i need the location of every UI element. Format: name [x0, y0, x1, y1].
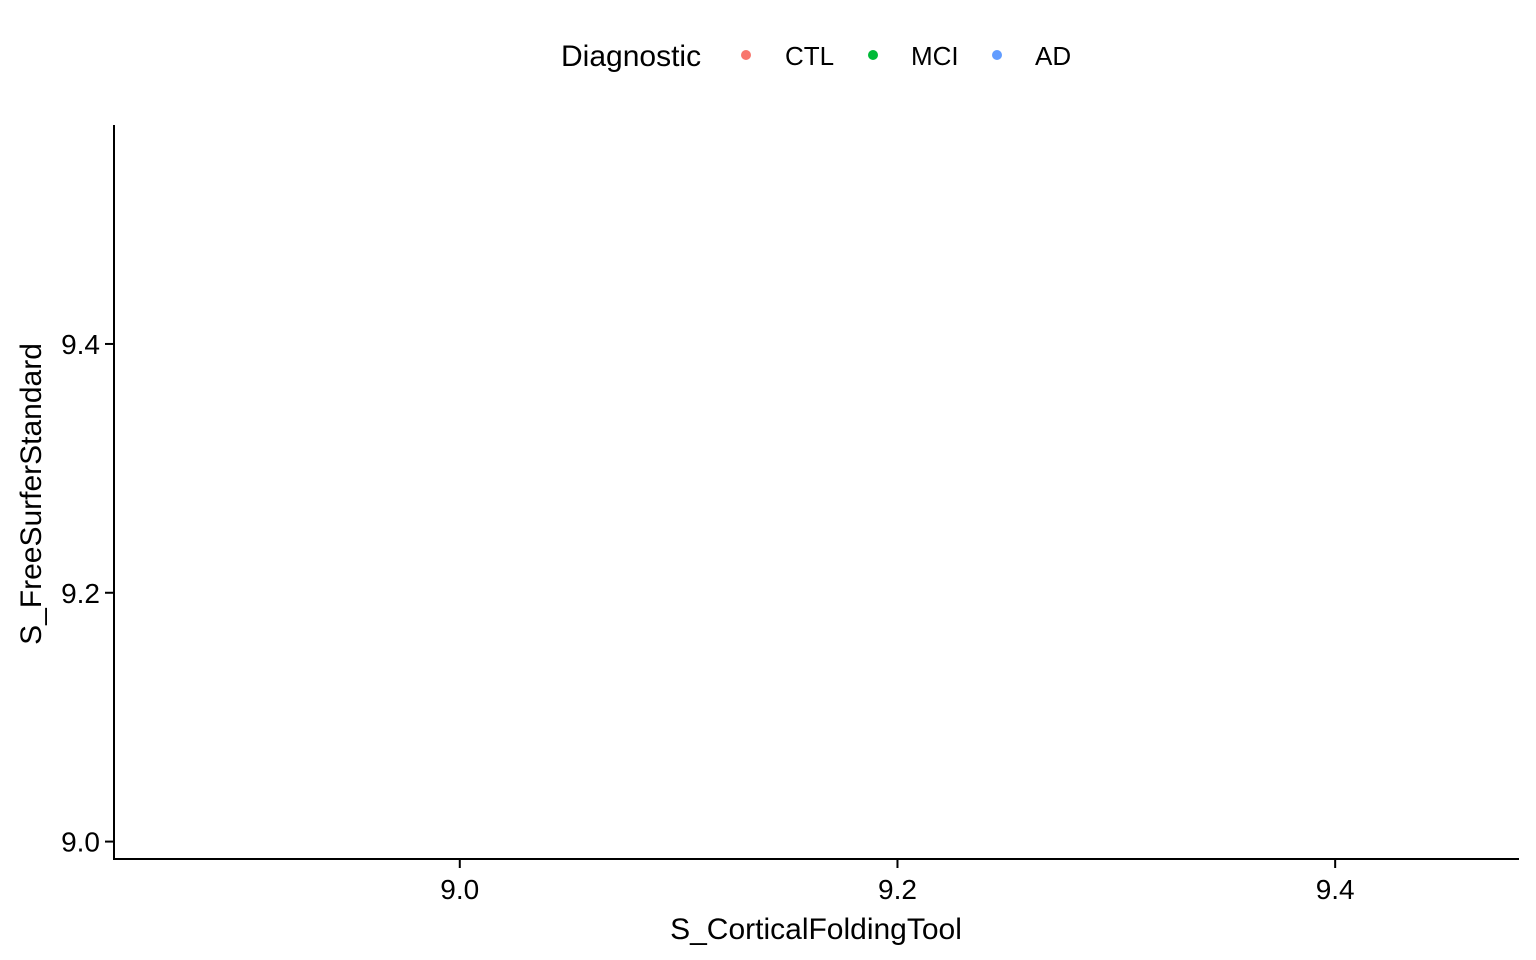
legend-marker-mci	[868, 50, 878, 60]
x-axis-ticks: 9.0 9.2 9.4	[440, 859, 1355, 905]
legend-title: Diagnostic	[561, 40, 701, 73]
x-tick-label: 9.0	[440, 874, 479, 905]
y-tick-label: 9.0	[61, 827, 100, 858]
legend-label-ctl: CTL	[785, 41, 834, 71]
y-axis-ticks: 9.0 9.2 9.4	[61, 329, 114, 858]
legend-item-ctl: CTL	[741, 41, 834, 71]
x-axis-title: S_CorticalFoldingTool	[670, 913, 962, 946]
x-tick-label: 9.4	[1316, 874, 1355, 905]
y-axis-title: S_FreeSurferStandard	[15, 343, 48, 645]
legend-marker-ad	[992, 50, 1002, 60]
y-tick-label: 9.2	[61, 578, 100, 609]
y-tick-label: 9.4	[61, 329, 100, 360]
x-tick-label: 9.2	[878, 874, 917, 905]
legend-label-mci: MCI	[911, 41, 959, 71]
legend-marker-ctl	[741, 50, 751, 60]
legend-label-ad: AD	[1035, 41, 1071, 71]
legend: Diagnostic CTL MCI AD	[561, 40, 1071, 73]
legend-item-mci: MCI	[868, 41, 959, 71]
legend-item-ad: AD	[992, 41, 1071, 71]
